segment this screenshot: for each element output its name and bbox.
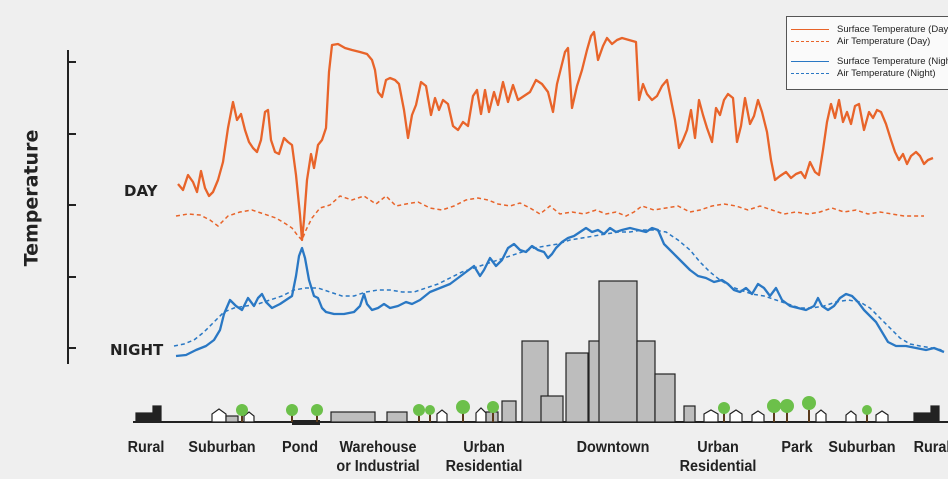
tree-icon — [802, 396, 816, 422]
zone-label-pond: Pond — [282, 439, 318, 456]
legend-item-surface-day: Surface Temperature (Day) — [787, 23, 948, 35]
zone-label-warehouse: Warehouse or Industrial — [336, 439, 420, 475]
tree-icon — [413, 404, 425, 422]
legend-label: Surface Temperature (Day) — [837, 23, 948, 35]
legend: Surface Temperature (Day) Air Temperatur… — [786, 16, 948, 90]
tree-icon — [425, 405, 435, 422]
zone-label-park: Park — [781, 439, 813, 456]
tree-icon — [718, 402, 730, 422]
zone-label-rural: Rural — [127, 439, 165, 456]
tree-icon — [286, 404, 298, 422]
air-temp-night-line — [173, 229, 943, 351]
y-axis — [67, 50, 76, 364]
cityscape — [135, 280, 940, 425]
tree-icon — [862, 405, 872, 422]
legend-label: Surface Temperature (Night) — [837, 55, 948, 67]
trees — [236, 396, 872, 422]
tree-icon — [487, 401, 499, 422]
zone-label-urban-residential-right: Urban Residential — [679, 439, 757, 475]
zone-label-rural-right: Rural — [913, 439, 948, 456]
tree-icon — [767, 399, 781, 422]
legend-label: Air Temperature (Day) — [837, 35, 931, 47]
y-axis-label: Temperature — [20, 129, 43, 267]
zone-label-suburban: Suburban — [188, 439, 256, 456]
tree-icon — [456, 400, 470, 422]
air-temp-day-line — [175, 194, 924, 242]
legend-swatch — [791, 72, 829, 74]
day-label: DAY — [124, 182, 158, 200]
night-label: NIGHT — [110, 341, 164, 359]
surface-temp-night-line — [175, 226, 945, 358]
surface-temp-day-line — [177, 30, 934, 242]
zone-label-urban-residential-left: Urban Residential — [445, 439, 523, 475]
tree-icon — [780, 399, 794, 422]
legend-swatch — [791, 28, 829, 30]
legend-item-air-day: Air Temperature (Day) — [787, 35, 931, 47]
tree-icon — [311, 404, 323, 422]
zone-label-downtown: Downtown — [576, 439, 650, 456]
legend-swatch — [791, 40, 829, 42]
legend-item-air-night: Air Temperature (Night) — [787, 67, 936, 79]
tree-icon — [236, 404, 248, 422]
zone-label-suburban-right: Suburban — [828, 439, 896, 456]
legend-label: Air Temperature (Night) — [837, 67, 936, 79]
legend-item-surface-night: Surface Temperature (Night) — [787, 55, 948, 67]
legend-swatch — [791, 60, 829, 62]
